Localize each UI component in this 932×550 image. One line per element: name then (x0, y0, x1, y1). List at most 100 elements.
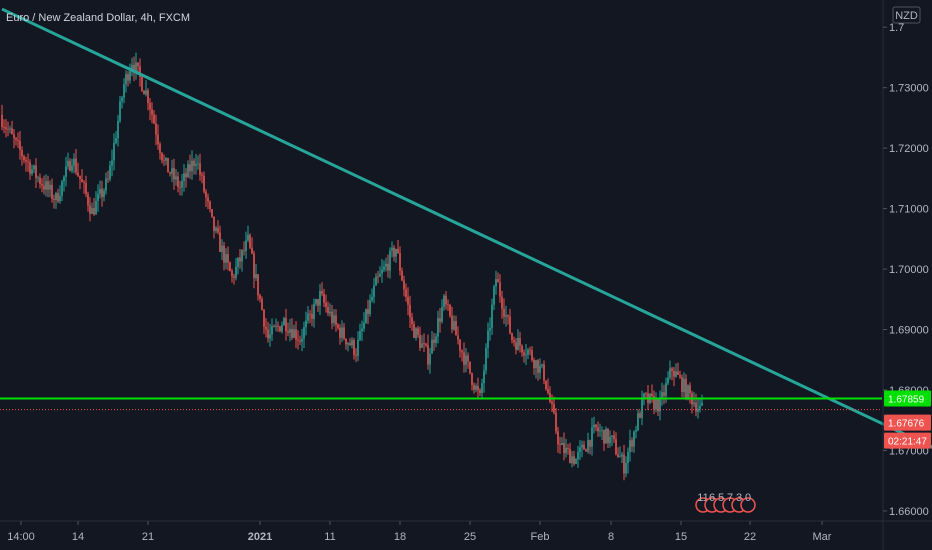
candle (453, 315, 455, 331)
candle (281, 321, 283, 334)
candle (645, 391, 647, 399)
candle (209, 200, 211, 213)
candle (415, 327, 417, 341)
candle (279, 325, 281, 333)
candle (651, 384, 653, 403)
candle (601, 426, 603, 441)
candle (367, 299, 369, 324)
candle (577, 445, 579, 468)
candle (387, 254, 389, 278)
candle (283, 316, 285, 326)
candle (517, 329, 519, 351)
candle (693, 391, 695, 408)
candle (225, 248, 227, 270)
downtrend-line[interactable] (1, 7, 932, 499)
candle (115, 131, 117, 145)
candle (499, 274, 501, 303)
candle (361, 320, 363, 341)
candle (551, 394, 553, 412)
candle (425, 342, 427, 348)
candle (417, 325, 419, 338)
candle (183, 164, 185, 192)
candle (413, 320, 415, 339)
svg-text:1.67676: 1.67676 (888, 419, 925, 430)
currency-badge[interactable]: NZD (892, 6, 921, 24)
candle (199, 153, 201, 181)
candle (657, 398, 659, 417)
candle (635, 425, 637, 439)
candle (359, 323, 361, 342)
event-marker[interactable]: 0 (740, 492, 756, 513)
event-markers[interactable]: 11 6 5 7 3 0 (695, 492, 756, 513)
candle (211, 209, 213, 219)
candle (661, 382, 663, 406)
candle (55, 191, 57, 209)
candle (529, 346, 531, 356)
candle (41, 178, 43, 193)
candle (53, 194, 55, 209)
time-axis[interactable]: 14:00 14 21 2021 11 18 25 Feb 8 15 22 Mar (7, 521, 832, 543)
bar-countdown-label: 02:21:47 (884, 432, 931, 449)
candle (437, 310, 439, 344)
candle (205, 189, 207, 208)
candle (373, 278, 375, 304)
candle (537, 358, 539, 381)
candle (697, 398, 699, 419)
candle (91, 202, 93, 215)
candle (561, 437, 563, 446)
candle (695, 393, 697, 417)
candle (17, 132, 19, 148)
x-tick-label: Mar (813, 531, 832, 543)
candle (401, 267, 403, 282)
candle (625, 456, 627, 478)
candles-layer (1, 52, 703, 481)
candle (95, 191, 97, 215)
candle (37, 175, 39, 183)
candle (347, 342, 349, 352)
candle (679, 370, 681, 379)
candle (555, 407, 557, 435)
x-tick-label: 15 (675, 531, 687, 543)
candle (309, 310, 311, 324)
candle (271, 318, 273, 341)
candle (261, 296, 263, 311)
candle (609, 430, 611, 448)
candle (221, 239, 223, 261)
chart-title: Euro / New Zealand Dollar, 4h, FXCM (6, 12, 190, 24)
candle (243, 241, 245, 256)
candle (111, 149, 113, 177)
candle (333, 309, 335, 327)
x-tick-label: 8 (608, 531, 614, 543)
candle (349, 338, 351, 347)
candle (343, 323, 345, 341)
candle (161, 152, 163, 164)
candle (233, 273, 235, 285)
candle (127, 70, 129, 87)
candle (197, 155, 199, 170)
candle (63, 175, 65, 192)
candle (363, 312, 365, 332)
candle (389, 247, 391, 279)
candle (683, 372, 685, 399)
candle (523, 349, 525, 363)
candle (39, 173, 41, 189)
candle (65, 156, 67, 187)
candle (9, 125, 11, 134)
y-tick-label: 1.66000 (889, 506, 929, 518)
candle (285, 308, 287, 341)
candle (239, 249, 241, 269)
candle (629, 429, 631, 462)
candle (375, 273, 377, 286)
candle (617, 447, 619, 458)
candle (311, 304, 313, 327)
candle (583, 440, 585, 450)
candle (535, 359, 537, 379)
candle (267, 321, 269, 343)
candle (97, 184, 99, 212)
candle (59, 185, 61, 204)
candle (83, 180, 85, 194)
candle (521, 344, 523, 357)
candle (421, 335, 423, 348)
price-axis[interactable]: 1.660001.670001.680001.690001.700001.710… (883, 22, 929, 518)
